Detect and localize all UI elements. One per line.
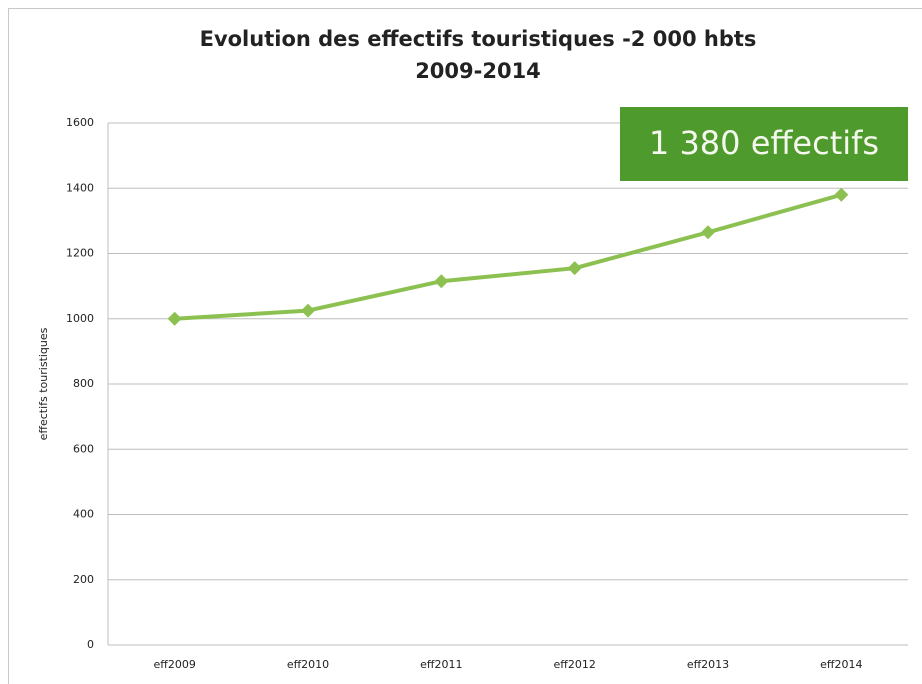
y-tick-label: 400	[73, 508, 94, 521]
line	[174, 192, 842, 321]
x-tick-label: eff2012	[553, 658, 595, 671]
y-tick-label: 200	[73, 573, 94, 586]
y-tick-label: 600	[73, 442, 94, 455]
y-tick-label: 1600	[66, 116, 94, 129]
y-axis-label: effectifs touristiques	[37, 327, 50, 440]
x-tick-label: eff2010	[287, 658, 329, 671]
y-tick-label: 1200	[66, 247, 94, 260]
y-tick-label: 800	[73, 377, 94, 390]
x-tick-label: eff2013	[687, 658, 729, 671]
marker	[567, 261, 582, 276]
marker	[834, 187, 849, 202]
y-tick-label: 0	[87, 638, 94, 651]
x-tick-label: eff2009	[153, 658, 195, 671]
marker	[434, 274, 449, 289]
y-tick-label: 1000	[66, 312, 94, 325]
annotation: 1 380 effectifs	[649, 124, 879, 162]
x-tick-label: eff2011	[420, 658, 462, 671]
y-tick-label: 1400	[66, 181, 94, 194]
marker	[167, 311, 182, 326]
x-tick-label: eff2014	[820, 658, 862, 671]
annotation-box	[620, 107, 908, 181]
marker	[701, 225, 715, 240]
marker	[301, 303, 315, 318]
chart-subtitle: 2009-2014	[415, 59, 541, 83]
chart-title: Evolution des effectifs touristiques -2 …	[200, 27, 757, 51]
